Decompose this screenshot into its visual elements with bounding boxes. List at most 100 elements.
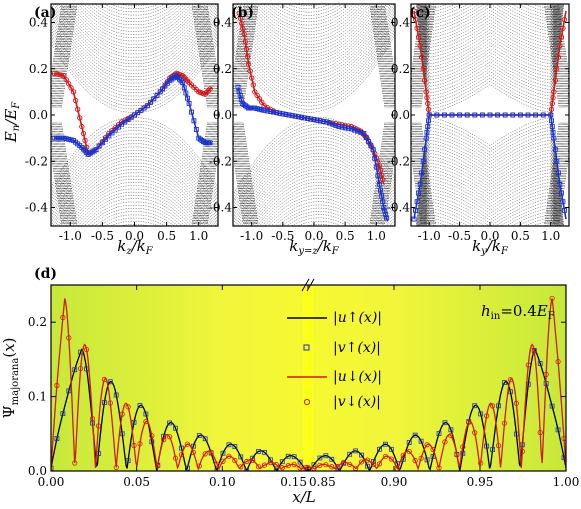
bulk-band-line [270,201,369,226]
bulk-band-line [200,121,217,224]
edge-state-point [51,70,57,77]
bulk-band-line [51,13,218,84]
bulk-band-line [51,124,218,194]
edge-state-point [423,89,429,95]
bulk-band-line [370,121,387,224]
v-up-point [256,449,261,454]
v-down-point [72,460,78,466]
panel-d-xlabel: x/L [292,488,316,506]
x-tick-label: -1.0 [240,229,263,243]
edge-state-point [548,112,554,118]
bulk-band-line [58,4,211,61]
edge-state-point [311,117,317,123]
v-up-point [125,458,131,464]
edge-state-point [425,106,432,112]
bulk-band-line [411,121,426,224]
v-down-point [184,441,191,447]
bulk-band-line [419,6,435,109]
edge-state-point [249,75,255,81]
edge-state-point [549,124,555,130]
panel-a-axes: -1.0 -0.5 0.0 0.5 1.0 -0.4 -0.2 0.0 0.2 0.4 [25,4,218,243]
bulk-band-line [424,195,556,226]
bulk-band-line [419,4,561,81]
bulk-band-line [51,153,218,223]
edge-state-point [558,190,564,196]
edge-state-point [370,147,376,153]
bulk-band-line [418,143,562,226]
edge-state-point [317,118,323,124]
bulk-band-line [239,6,255,109]
edge-state-point [186,100,192,106]
panel-c-xlabel: ky/kF [472,237,509,257]
bulk-band-line [422,175,558,226]
bulk-band-line [67,4,202,48]
v-up-point [238,454,244,460]
v-up-point [66,388,72,394]
bulk-band-line [422,4,558,51]
bulk-band-line [201,121,218,224]
edge-state-point [144,103,150,109]
edge-state-point [560,199,566,205]
bulk-band-line [51,117,218,188]
v-up-point [196,433,202,438]
edge-state-point [422,77,428,83]
v-down-point [255,464,262,470]
v-down-point [285,463,291,469]
v-up-point [107,379,113,385]
edge-state-point [502,112,508,118]
edge-state-point [250,82,256,88]
panel-d-wavefunctions [51,295,566,471]
edge-state-point [245,61,252,67]
v-down-point [244,458,250,465]
edge-state-point [373,164,379,170]
bulk-band-line [51,144,64,224]
y-tick-label: -0.2 [387,154,410,168]
bulk-band-line [51,6,68,109]
v-up-point [359,452,364,458]
edge-state-point [383,211,389,217]
edge-state-point [256,96,263,102]
bulk-band-line [418,140,562,226]
edge-state-point [425,124,431,130]
bulk-band-line [233,18,395,97]
v-down-point [412,458,418,464]
bulk-band-line [55,6,72,109]
edge-state-point [333,122,339,128]
edge-state-point [422,147,428,153]
v-up-point [131,419,137,425]
bulk-band-line [554,6,569,109]
v-down-point [107,400,113,406]
bulk-band-line [413,6,429,109]
v-down-point [478,460,484,466]
edge-state-point [254,92,260,98]
bulk-band-line [428,221,552,226]
v-up-point [436,431,442,436]
edge-state-point [413,207,419,213]
bulk-band-line [51,140,218,210]
bulk-band-line [259,188,380,226]
bulk-band-line [426,211,554,226]
bulk-band-line [62,175,207,226]
v-down-point [291,461,297,468]
edge-state-point [305,116,311,121]
edge-state-point [247,68,253,74]
bulk-band-line [51,4,218,74]
bulk-band-line [51,156,218,226]
bulk-band-line [547,6,563,109]
v-down-point [382,453,388,460]
edge-state-point [53,71,60,77]
edge-state-point [557,181,563,187]
bulk-band-line [422,4,558,55]
v-down-point [261,462,268,468]
bulk-band-line [56,6,73,109]
bulk-band-line [51,146,218,217]
bulk-band-line [233,4,391,74]
edge-state-point [417,42,423,49]
bulk-band-line [285,214,353,226]
bulk-band-line [77,4,192,35]
edge-state-point [417,181,423,187]
edge-state-point [441,112,447,118]
edge-state-point [277,110,283,116]
bulk-band-line [243,4,374,49]
bulk-band-line [425,201,555,226]
